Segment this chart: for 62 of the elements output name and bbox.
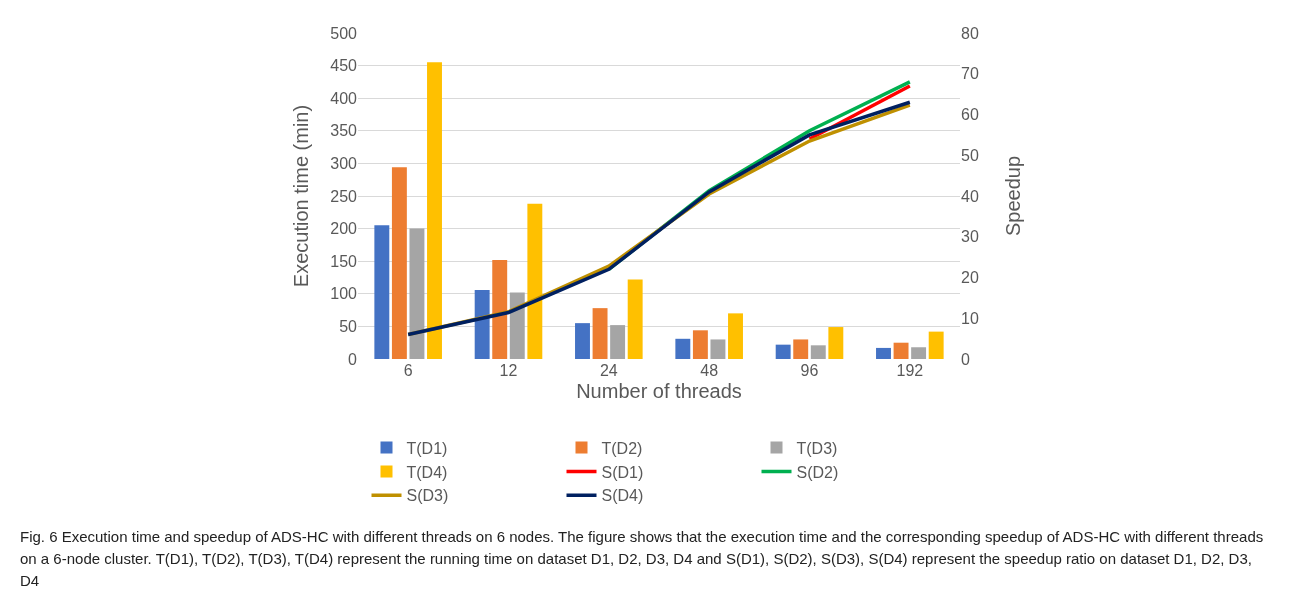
- y2-tick-label: 40: [961, 187, 979, 205]
- bar: [610, 325, 626, 359]
- legend-label: T(D1): [406, 439, 448, 457]
- y-tick-label: 150: [330, 252, 358, 270]
- bar: [775, 344, 791, 359]
- y2-tick-label: 30: [961, 228, 979, 246]
- legend-label: S(D4): [601, 487, 644, 505]
- bar: [427, 62, 442, 359]
- legend-label: S(D1): [601, 463, 644, 481]
- y2-tick-label: 50: [961, 146, 979, 164]
- bar: [374, 225, 390, 359]
- bar: [575, 323, 590, 359]
- y2-tick-label: 20: [961, 269, 979, 287]
- legend-label: T(D3): [796, 439, 838, 457]
- bar: [391, 167, 407, 359]
- bar: [893, 342, 909, 359]
- x-tick-label: 24: [599, 362, 618, 379]
- x-axis-title: Number of threads: [576, 379, 742, 402]
- bar: [474, 289, 490, 359]
- bar: [928, 331, 944, 359]
- x-tick-label: 192: [896, 362, 924, 379]
- legend-label: S(D2): [796, 463, 839, 481]
- bar: [492, 259, 508, 359]
- bar: [710, 339, 726, 359]
- bar: [728, 313, 743, 359]
- caption: Fig. 6 Execution time and speedup of ADS-HC with different threads on 6 nodes. The figure shows that the execution time and the corresponding speedup of ADS-HC with different threads on a 6-node cluster. T(D1), T(D2), T(D3), T(D4) represent the running time on dataset D1, D2, D3, D4 and S(D1), S(D2), S(D3), S(D4) represent the speedup ratio on dataset D1, D2, D3, D4: [20, 527, 1265, 591]
- x-tick-label: 6: [403, 362, 413, 379]
- y-tick-label: 500: [330, 24, 358, 42]
- y-tick-label: 350: [330, 122, 358, 140]
- y-tick-label: 200: [330, 220, 358, 238]
- legend-label: S(D3): [406, 487, 449, 505]
- y2-tick-label: 60: [961, 106, 979, 124]
- bar: [828, 327, 844, 359]
- bar: [675, 338, 691, 359]
- y-tick-label: 250: [330, 187, 358, 205]
- y-tick-label: 400: [330, 89, 358, 107]
- bar: [627, 279, 643, 359]
- bar: [692, 330, 708, 359]
- y-tick-label: 300: [330, 155, 358, 172]
- y2-tick-label: 10: [961, 309, 979, 327]
- y2-tick-label: 0: [961, 350, 970, 368]
- bar: [592, 308, 608, 359]
- bar: [793, 339, 809, 359]
- y2-tick-label: 80: [961, 24, 979, 42]
- legend-label: T(D2): [601, 439, 643, 457]
- y2-axis-title: Speedup: [1002, 155, 1024, 237]
- bar: [810, 345, 826, 359]
- y-tick-label: 100: [330, 285, 358, 303]
- y2-tick-label: 70: [961, 65, 979, 83]
- bar: [527, 203, 543, 359]
- bar: [509, 292, 525, 359]
- legend-label: T(D4): [406, 463, 448, 481]
- bar: [876, 347, 891, 359]
- bar: [409, 228, 425, 359]
- y-tick-label: 450: [330, 57, 358, 75]
- y-axis-title: Execution time (min): [290, 104, 312, 288]
- x-tick-label: 96: [800, 362, 819, 379]
- x-tick-label: 12: [499, 362, 518, 379]
- bar: [911, 347, 927, 359]
- x-tick-label: 48: [700, 362, 719, 379]
- y-tick-label: 50: [339, 318, 358, 335]
- y-tick-label: 0: [348, 350, 358, 368]
